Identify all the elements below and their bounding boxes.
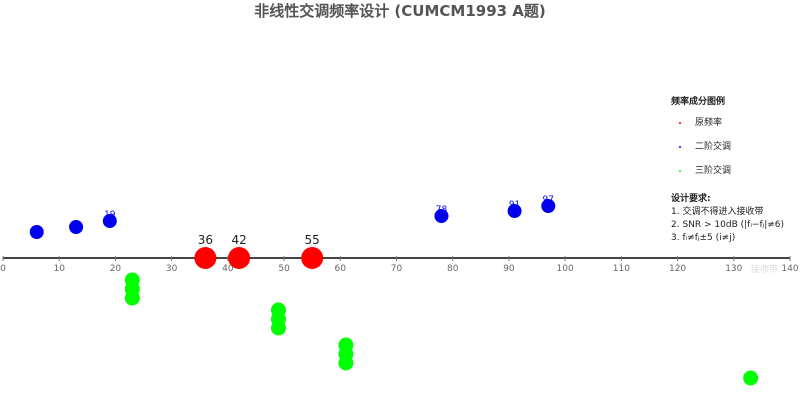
- chart-title: 非线性交调频率设计 (CUMCM1993 A题): [254, 2, 546, 20]
- point-second-order: [434, 209, 449, 223]
- legend-label-second-order: 二阶交调: [695, 142, 732, 152]
- point-second-order: [541, 199, 556, 213]
- legend-title: 频率成分图例: [671, 97, 726, 107]
- legend-label-third-order: 三阶交调: [695, 166, 732, 176]
- x-tick-label: 130: [725, 264, 742, 274]
- legend-label-original: 原频率: [695, 118, 723, 128]
- x-tick-label: 70: [391, 264, 403, 274]
- point-label-second-order: 19: [104, 210, 116, 220]
- x-tick-label: 50: [278, 264, 290, 274]
- point-second-order: [102, 214, 117, 228]
- requirement-1: 1. 交调不得进入接收带: [671, 207, 764, 217]
- x-tick-label: 80: [447, 264, 459, 274]
- point-second-order: [29, 225, 44, 239]
- point-third-order: [124, 290, 140, 306]
- point-original: [228, 247, 251, 269]
- x-tick-label: 40: [222, 264, 234, 274]
- x-tick-label: 140: [781, 264, 798, 274]
- x-tick-label: 20: [110, 264, 122, 274]
- point-label-original: 42: [231, 233, 246, 247]
- legend-marker-second-order: [679, 146, 681, 148]
- x-tick-label: 10: [53, 264, 65, 274]
- x-tick-label: 30: [166, 264, 178, 274]
- point-label-original: 55: [305, 233, 320, 247]
- point-label-second-order: 78: [436, 205, 448, 215]
- x-tick-label: 60: [335, 264, 347, 274]
- legend-item-third-order: 三阶交调: [671, 165, 796, 189]
- legend-marker-third-order: [679, 170, 681, 172]
- legend: 频率成分图例 原频率 二阶交调 三阶交调 设计要求: 1. 交调不得进入接收带 …: [671, 94, 796, 245]
- requirement-3: 3. fᵢ≠fⱼ±5 (i≠j): [671, 233, 736, 243]
- legend-item-second-order: 二阶交调: [671, 141, 796, 165]
- legend-marker-original: [679, 122, 681, 124]
- axis-end-label: 接收带: [751, 263, 778, 275]
- requirements-title: 设计要求:: [671, 194, 711, 204]
- x-tick-label: 120: [669, 264, 686, 274]
- x-tick-label: 100: [557, 264, 574, 274]
- x-tick-label: 90: [503, 264, 515, 274]
- legend-item-original: 原频率: [671, 117, 796, 141]
- point-third-order: [338, 355, 354, 371]
- point-label-second-order: 91: [509, 200, 520, 210]
- x-tick-label: 110: [613, 264, 630, 274]
- point-second-order: [69, 220, 84, 234]
- point-label-original: 36: [198, 233, 213, 247]
- point-original: [194, 247, 217, 269]
- point-second-order: [507, 204, 522, 218]
- point-third-order: [743, 370, 759, 386]
- point-label-second-order: 97: [543, 195, 554, 205]
- point-third-order: [270, 320, 286, 336]
- requirement-2: 2. SNR > 10dB (|fᵢ−fⱼ|≠6): [671, 220, 785, 230]
- x-tick-label: 0: [0, 264, 6, 274]
- point-original: [301, 247, 324, 269]
